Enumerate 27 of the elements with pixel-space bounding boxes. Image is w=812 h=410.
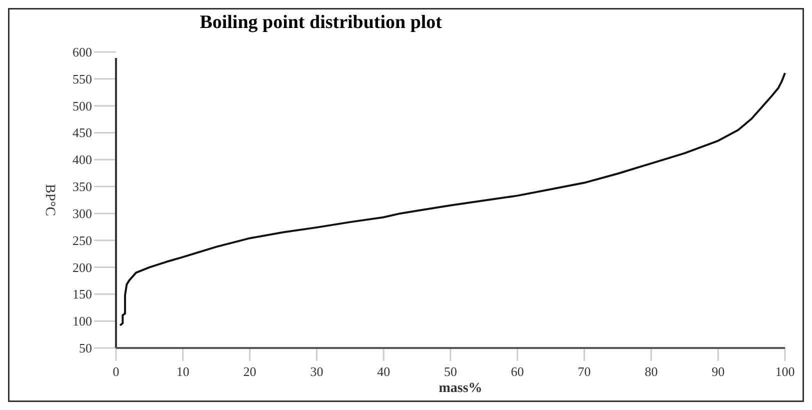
y-tick-label: 400 xyxy=(72,152,92,168)
y-tick-label: 600 xyxy=(72,44,92,60)
x-tick-label: 20 xyxy=(243,364,256,379)
x-tick-label: 30 xyxy=(310,364,324,379)
y-tick-label: 300 xyxy=(72,206,92,221)
x-tick-label: 50 xyxy=(444,364,457,379)
x-tick-label: 60 xyxy=(510,364,524,379)
y-tick-label: 550 xyxy=(72,71,92,86)
x-tick-label: 10 xyxy=(176,364,190,379)
y-tick-label: 200 xyxy=(72,260,92,275)
y-tick-label: 450 xyxy=(72,125,92,140)
x-tick-label: 80 xyxy=(644,364,658,379)
x-tick-label: 100 xyxy=(775,364,795,379)
y-tick-label: 250 xyxy=(72,232,92,248)
line-series xyxy=(119,72,786,326)
x-tick-label: 90 xyxy=(712,364,725,379)
chart-title: Boiling point distribution plot xyxy=(200,12,443,33)
y-axis-title: BP°C xyxy=(42,184,57,216)
x-tick-label: 70 xyxy=(578,364,591,379)
y-tick-label: 100 xyxy=(72,314,92,329)
y-tick-label: 500 xyxy=(72,98,92,114)
y-tick-label: 50 xyxy=(79,340,92,356)
x-axis-title: mass% xyxy=(438,381,482,396)
y-tick-label: 150 xyxy=(72,286,92,302)
x-tick-label: 0 xyxy=(112,364,120,379)
x-tick-label: 40 xyxy=(377,364,390,379)
y-tick-label: 350 xyxy=(72,179,92,194)
